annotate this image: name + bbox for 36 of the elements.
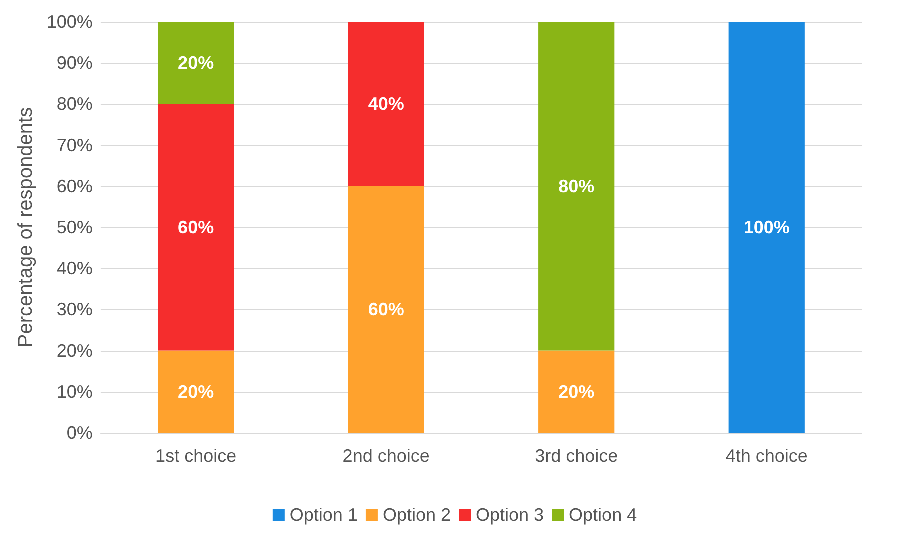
x-tick-label: 2nd choice — [342, 446, 430, 466]
bar — [158, 104, 234, 351]
data-label: 20% — [558, 382, 595, 402]
y-tick-label: 50% — [56, 218, 93, 238]
data-label: 100% — [744, 218, 790, 238]
bar — [348, 186, 424, 433]
data-label: 80% — [558, 176, 595, 196]
x-tick-label: 4th choice — [726, 446, 808, 466]
bar — [158, 22, 234, 104]
y-tick-label: 20% — [56, 340, 93, 361]
bar — [538, 350, 615, 433]
legend-label: Option 3 — [476, 505, 544, 525]
data-label: 20% — [178, 382, 214, 402]
y-tick-label: 90% — [56, 53, 93, 74]
y-tick-label: 80% — [56, 94, 93, 114]
x-tick-label: 3rd choice — [535, 446, 618, 466]
bar — [348, 22, 424, 186]
x-tick-label: 1st choice — [156, 446, 237, 466]
bar — [728, 22, 805, 433]
y-tick-label: 40% — [56, 258, 93, 279]
y-tick-label: 30% — [56, 300, 93, 320]
legend-label: Option 1 — [290, 505, 358, 525]
bar — [538, 22, 615, 351]
legend-label: Option 4 — [569, 505, 638, 525]
legend-label: Option 2 — [382, 505, 451, 525]
y-tick-label: 10% — [56, 382, 93, 402]
y-axis-title: Percentage of respondents — [15, 107, 37, 348]
bar — [158, 350, 234, 433]
y-tick-label: 60% — [56, 176, 93, 196]
data-label: 60% — [368, 300, 404, 320]
y-tick-label: 0% — [66, 423, 93, 443]
y-tick-label: 100% — [46, 12, 93, 32]
data-label: 40% — [368, 94, 404, 114]
data-label: 60% — [178, 218, 214, 238]
data-label: 20% — [178, 53, 214, 74]
y-tick-label: 70% — [56, 135, 93, 156]
